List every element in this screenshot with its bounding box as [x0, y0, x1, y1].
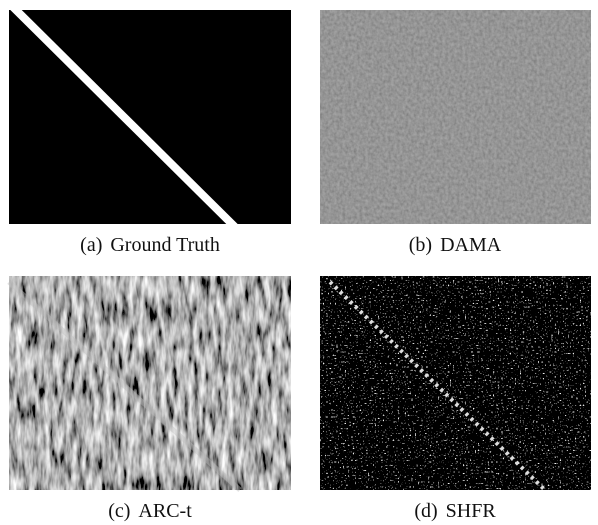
caption: (c) ARC-t: [108, 500, 192, 522]
panel-ground-truth: [9, 6, 291, 228]
panel-arc-t: [9, 276, 291, 490]
caption-label: (c): [108, 500, 130, 522]
caption-label: (d): [414, 500, 437, 522]
caption-label: (b): [409, 234, 432, 256]
image: [9, 276, 291, 490]
caption: (b) DAMA: [409, 234, 502, 256]
image: [320, 276, 591, 490]
figure: (a) Ground Truth (b) DAMA (c) ARC-t (d) SHFR: [0, 0, 598, 525]
caption: (a) Ground Truth: [80, 234, 220, 256]
image-tint: [320, 10, 591, 224]
panel-shfr: [320, 276, 591, 490]
caption-text: SHFR: [446, 500, 497, 522]
caption-text: ARC-t: [138, 500, 192, 522]
panel-dama: [320, 10, 591, 224]
caption: (d) SHFR: [414, 500, 496, 522]
caption-text: DAMA: [440, 234, 502, 256]
caption-label: (a): [80, 234, 102, 256]
caption-text: Ground Truth: [110, 234, 219, 256]
page: (a) Ground Truth (b) DAMA (c) ARC-t (d) SHFR…: [0, 0, 598, 525]
